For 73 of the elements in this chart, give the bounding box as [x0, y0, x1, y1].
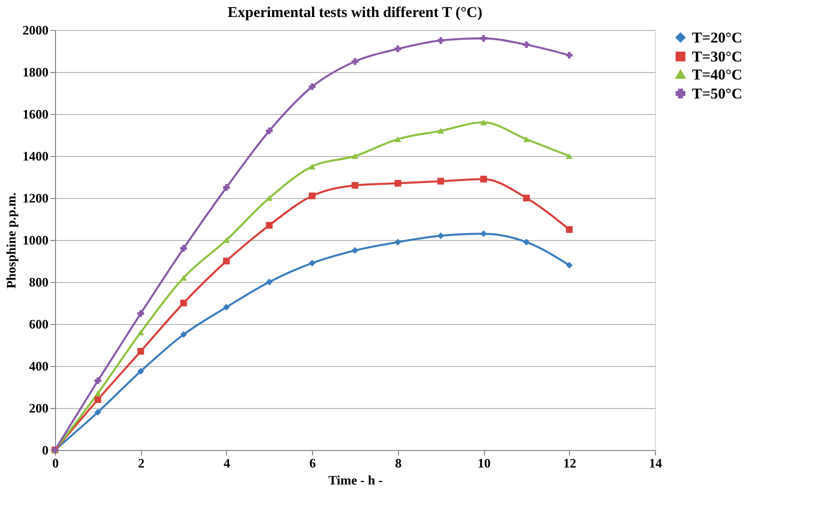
point	[266, 222, 273, 229]
point	[308, 164, 316, 170]
point	[94, 396, 102, 403]
point	[394, 180, 402, 187]
y-tick-label: 400	[29, 358, 48, 374]
point	[394, 238, 402, 246]
point	[480, 176, 487, 182]
point	[94, 390, 102, 396]
point	[394, 46, 402, 52]
point	[308, 192, 316, 200]
y-tick-label: 800	[29, 274, 48, 290]
point	[566, 226, 573, 233]
point	[223, 237, 230, 243]
x-tick-label: 8	[395, 456, 402, 470]
y-tick-label: 200	[29, 400, 48, 416]
x-tick-label: 6	[309, 456, 316, 470]
point	[352, 247, 358, 254]
point	[94, 377, 102, 384]
point	[566, 153, 573, 159]
chart-title: Experimental tests with different T (°C)	[228, 5, 482, 21]
x-tick-label: 12	[563, 456, 576, 470]
point	[437, 232, 444, 240]
point	[352, 58, 358, 65]
point	[437, 178, 444, 185]
x-tick-label: 0	[52, 456, 59, 470]
x-tick-label: 10	[478, 456, 491, 470]
point	[223, 184, 230, 191]
x-tick-label: 14	[649, 456, 662, 470]
y-tick-label: 600	[29, 316, 48, 332]
y-tick-label: 2000	[22, 22, 48, 38]
point	[180, 274, 187, 281]
point	[180, 331, 187, 338]
legend-label: T=20°C	[692, 30, 742, 46]
x-tick-label: 4	[224, 456, 231, 470]
y-tick-label: 1200	[22, 190, 48, 206]
y-tick-label: 1800	[22, 64, 48, 80]
point	[437, 128, 444, 134]
point	[352, 182, 358, 189]
point	[566, 52, 573, 59]
point	[480, 230, 487, 238]
x-axis-title: Time - h -	[328, 472, 383, 488]
legend-label: T=40°C	[692, 68, 742, 84]
point	[523, 136, 530, 142]
y-tick-label: 0	[42, 442, 48, 458]
y-tick-label: 1000	[22, 232, 48, 248]
point	[137, 348, 144, 355]
point	[223, 258, 230, 264]
point	[352, 153, 358, 159]
point	[523, 41, 530, 48]
point	[523, 238, 530, 246]
legend-label: T=50°C	[692, 86, 742, 102]
point	[394, 136, 402, 142]
point	[480, 35, 487, 42]
point	[180, 300, 187, 306]
point	[308, 260, 316, 266]
legend-label: T=30°C	[692, 50, 742, 66]
point	[437, 37, 444, 44]
point	[480, 119, 487, 126]
point	[223, 304, 230, 311]
point	[180, 245, 187, 252]
point	[137, 310, 144, 317]
x-tick-label: 2	[138, 456, 144, 470]
y-tick-label: 1400	[22, 148, 48, 164]
y-axis-title: Phosphine p.p.m.	[4, 192, 18, 289]
point	[308, 83, 316, 90]
point	[523, 194, 530, 202]
point	[266, 127, 273, 134]
point	[137, 329, 144, 336]
point	[566, 262, 573, 269]
point	[266, 278, 273, 286]
point	[137, 368, 144, 375]
point	[94, 408, 102, 416]
y-tick-label: 1600	[22, 106, 48, 122]
